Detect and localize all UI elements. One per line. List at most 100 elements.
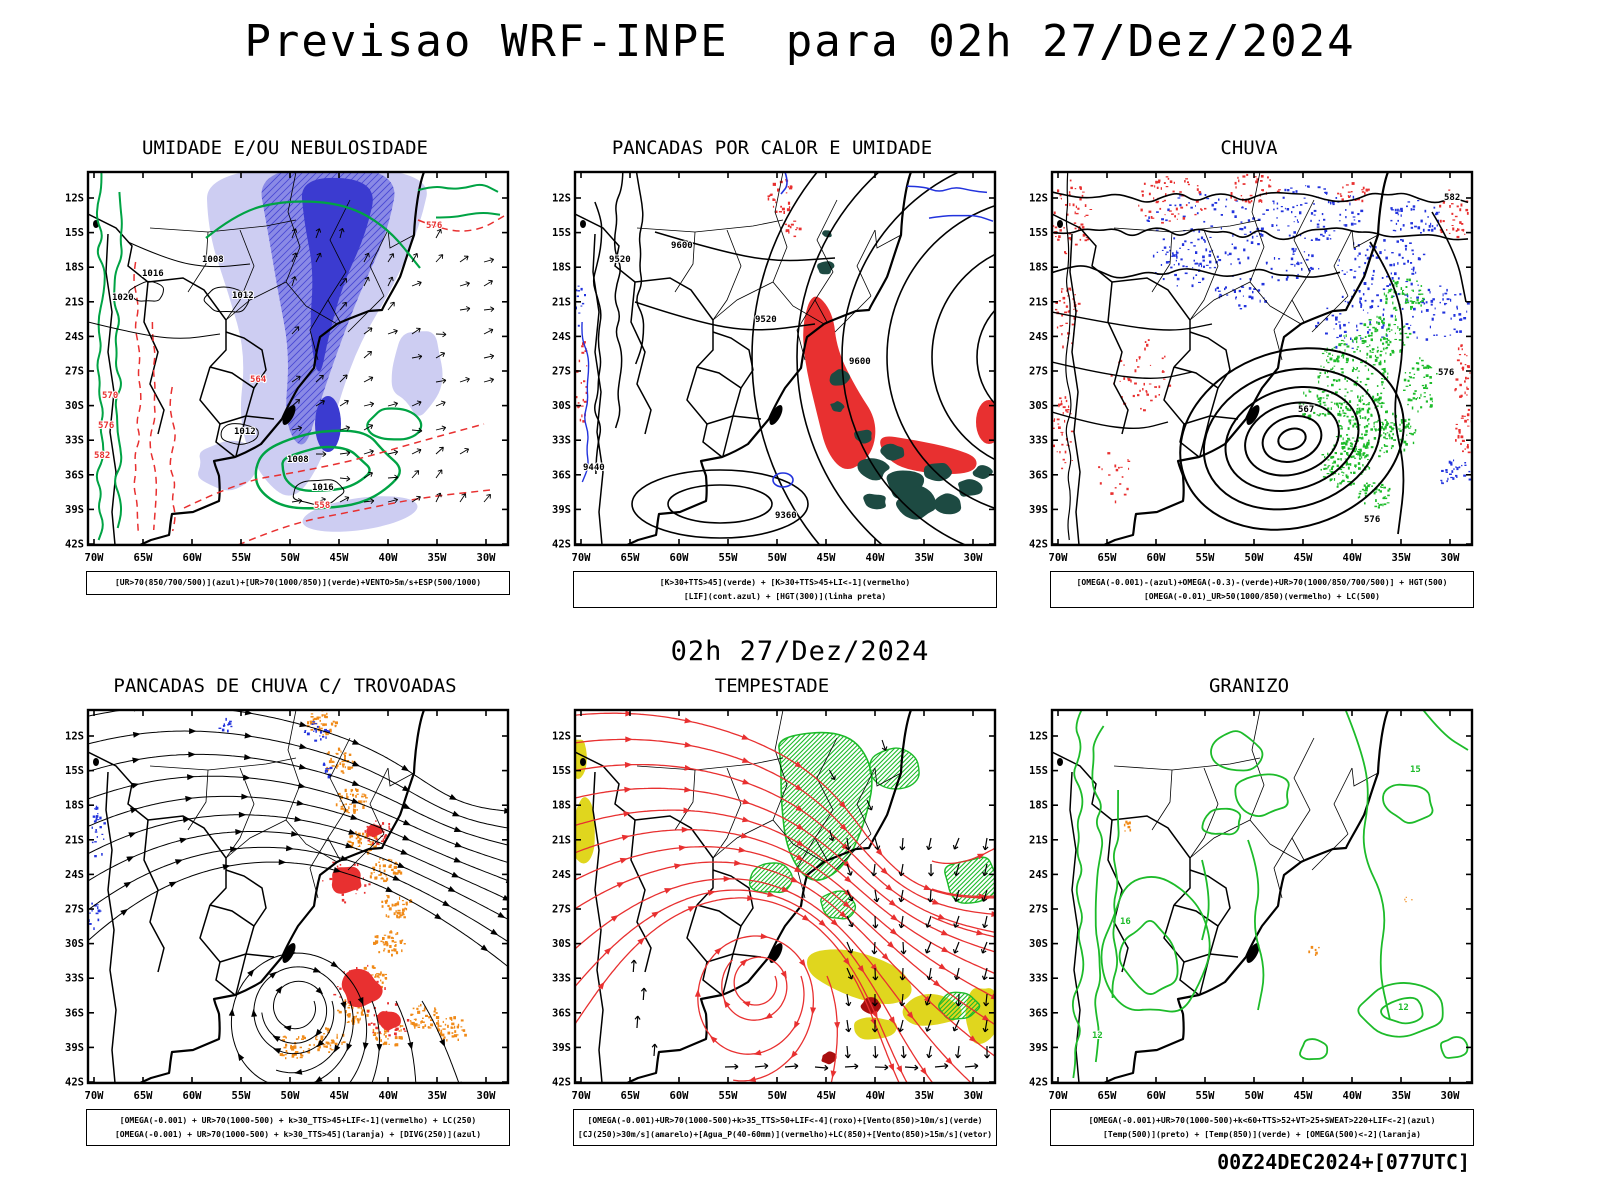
svg-text:70W: 70W bbox=[85, 1090, 105, 1102]
svg-text:15S: 15S bbox=[1029, 765, 1048, 777]
svg-text:30W: 30W bbox=[964, 1090, 984, 1102]
caption-line: [UR>70(850/700/500)](azul)+[UR>70(1000/8… bbox=[114, 578, 482, 587]
svg-text:40W: 40W bbox=[866, 552, 886, 564]
svg-text:15S: 15S bbox=[65, 227, 84, 239]
geo-borders bbox=[575, 172, 913, 545]
svg-text:30W: 30W bbox=[1441, 1090, 1461, 1102]
run-stamp: 00Z24DEC2024+[077UTC] bbox=[1217, 1150, 1470, 1174]
map-frame bbox=[86, 170, 510, 547]
contour-layer: 1016 1020 1008 1012 1012 1016 1008 570 576 582 564… bbox=[88, 172, 505, 545]
svg-text:576: 576 bbox=[98, 421, 114, 431]
contour-layer: 15 16 12 12 bbox=[1071, 710, 1469, 1079]
svg-text:24S: 24S bbox=[65, 869, 84, 881]
svg-text:30S: 30S bbox=[552, 400, 571, 412]
svg-text:42S: 42S bbox=[65, 1077, 84, 1089]
svg-text:30W: 30W bbox=[964, 552, 984, 564]
svg-text:39S: 39S bbox=[65, 1042, 84, 1054]
svg-text:21S: 21S bbox=[1029, 296, 1048, 308]
svg-text:65W: 65W bbox=[1098, 1090, 1118, 1102]
svg-text:60W: 60W bbox=[670, 1090, 690, 1102]
map-umidade: 1016 1020 1008 1012 1012 1016 1008 570 576 582 564… bbox=[65, 170, 510, 564]
svg-text:30S: 30S bbox=[1029, 938, 1048, 950]
svg-text:39S: 39S bbox=[1029, 504, 1048, 516]
svg-text:65W: 65W bbox=[621, 552, 641, 564]
svg-text:65W: 65W bbox=[134, 552, 154, 564]
panel-calor: PANCADAS POR CALOR E UMIDADE 9520 9600 952… bbox=[541, 136, 1003, 609]
map-chuva: 567 576 582 576 12S 15S 18S 21S 24S 27S 30S 33S 36S 3… bbox=[1029, 170, 1474, 564]
panel-title-trovoadas: PANCADAS DE CHUVA C/ TROVOADAS bbox=[113, 675, 457, 697]
svg-text:24S: 24S bbox=[1029, 331, 1048, 343]
svg-text:567: 567 bbox=[1298, 405, 1314, 415]
svg-text:36S: 36S bbox=[1029, 469, 1048, 481]
svg-text:9600: 9600 bbox=[671, 241, 693, 251]
svg-text:27S: 27S bbox=[1029, 366, 1048, 378]
caption-line: [CJ(250)>30m/s](amarelo)+[Agua_P(40-60mm… bbox=[577, 1129, 993, 1139]
contour-layer bbox=[575, 710, 995, 1083]
svg-text:36S: 36S bbox=[552, 1007, 571, 1019]
caption-trovoadas: [OMEGA(-0.001) + UR>70(1000-500) + k>30_… bbox=[86, 1109, 510, 1147]
svg-text:60W: 60W bbox=[1147, 1090, 1167, 1102]
map-granizo: 15 16 12 12 12S 15S 18S 21S 24S 27S 30S 33S 36S 39S 42… bbox=[1029, 708, 1474, 1102]
caption-line: [K>30+TTS>45](verde) + [K>30+TTS>45+LI<-… bbox=[659, 578, 911, 587]
svg-text:18S: 18S bbox=[1029, 262, 1048, 274]
map-frame bbox=[86, 708, 510, 1085]
svg-text:21S: 21S bbox=[65, 296, 84, 308]
caption-chuva: [OMEGA(-0.001)-(azul)+OMEGA(-0.3)-(verde… bbox=[1050, 571, 1474, 609]
land-fill bbox=[1052, 710, 1388, 1083]
svg-text:35W: 35W bbox=[915, 552, 935, 564]
svg-text:42S: 42S bbox=[552, 539, 571, 551]
shading-layer bbox=[575, 179, 995, 520]
panel-title-tempestade: TEMPESTADE bbox=[714, 675, 830, 697]
svg-text:27S: 27S bbox=[65, 904, 84, 916]
svg-text:27S: 27S bbox=[1029, 904, 1048, 916]
caption-line: [OMEGA(-0.01)_UR>50(1000/850)(vermelho) … bbox=[1143, 591, 1380, 601]
svg-text:33S: 33S bbox=[65, 973, 84, 985]
svg-text:1008: 1008 bbox=[202, 255, 224, 265]
svg-text:9520: 9520 bbox=[755, 315, 777, 325]
svg-text:33S: 33S bbox=[65, 435, 84, 447]
svg-text:576: 576 bbox=[1364, 515, 1380, 525]
panel-tempestade: TEMPESTADE 12S 15S 18S 21S 24S 27S 30S 33S 36S 39… bbox=[541, 674, 1003, 1147]
svg-text:60W: 60W bbox=[183, 552, 203, 564]
svg-text:55W: 55W bbox=[232, 552, 252, 564]
svg-text:30S: 30S bbox=[65, 938, 84, 950]
svg-text:40W: 40W bbox=[1343, 552, 1363, 564]
svg-text:50W: 50W bbox=[768, 552, 788, 564]
panel-title-umidade: UMIDADE E/OU NEBULOSIDADE bbox=[142, 137, 428, 159]
svg-text:65W: 65W bbox=[621, 1090, 641, 1102]
svg-text:12: 12 bbox=[1092, 1031, 1103, 1041]
svg-text:9440: 9440 bbox=[583, 463, 605, 473]
svg-text:40W: 40W bbox=[379, 552, 399, 564]
svg-text:9360: 9360 bbox=[775, 511, 797, 521]
svg-text:45W: 45W bbox=[330, 1090, 350, 1102]
valid-time-label: 02h 27/Dez/2024 bbox=[670, 636, 930, 667]
svg-text:18S: 18S bbox=[65, 262, 84, 274]
caption-line: [LIF](cont.azul) + [HGT(300)](linha pret… bbox=[683, 591, 887, 601]
svg-text:36S: 36S bbox=[1029, 1007, 1048, 1019]
svg-text:35W: 35W bbox=[428, 1090, 448, 1102]
svg-text:582: 582 bbox=[94, 451, 110, 461]
svg-text:55W: 55W bbox=[719, 1090, 739, 1102]
svg-text:18S: 18S bbox=[1029, 800, 1048, 812]
map-frame bbox=[1050, 170, 1474, 547]
caption-umidade: [UR>70(850/700/500)](azul)+[UR>70(1000/8… bbox=[86, 571, 510, 595]
panel-title-chuva: CHUVA bbox=[1220, 137, 1278, 159]
caption-line: [OMEGA(-0.001) + UR>70(1000-500) + k>30_… bbox=[119, 1116, 477, 1125]
svg-text:40W: 40W bbox=[866, 1090, 886, 1102]
svg-text:21S: 21S bbox=[552, 834, 571, 846]
caption-tempestade: [OMEGA(-0.001)+UR>70(1000-500)+k>35_TTS>… bbox=[573, 1109, 997, 1147]
svg-text:18S: 18S bbox=[65, 800, 84, 812]
svg-text:35W: 35W bbox=[915, 1090, 935, 1102]
svg-text:36S: 36S bbox=[65, 469, 84, 481]
svg-text:21S: 21S bbox=[1029, 834, 1048, 846]
svg-text:15S: 15S bbox=[65, 765, 84, 777]
contour-layer: 9520 9600 9520 9600 9440 9360 bbox=[581, 172, 995, 545]
contour-layer: 567 576 582 576 bbox=[1052, 172, 1469, 541]
shading-layer bbox=[88, 710, 467, 1060]
svg-text:35W: 35W bbox=[1392, 1090, 1412, 1102]
